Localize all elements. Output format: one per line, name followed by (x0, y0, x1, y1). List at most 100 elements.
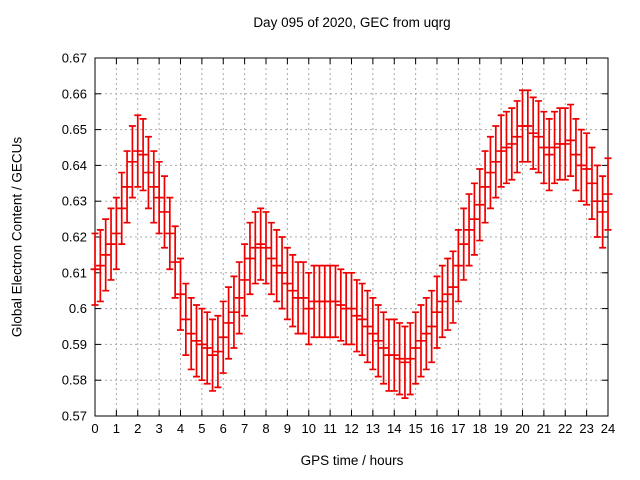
error-bar (411, 311, 421, 385)
y-tick-label: 0.65 (62, 122, 87, 137)
error-bar (149, 150, 159, 224)
error-bar (213, 314, 223, 389)
error-bar (202, 311, 212, 385)
x-tick-label: 8 (262, 421, 269, 436)
error-bar (389, 318, 399, 392)
error-bar (352, 279, 362, 353)
error-bar (523, 89, 533, 163)
x-tick-label: 10 (302, 421, 316, 436)
error-bar (347, 271, 356, 346)
error-bar (437, 264, 447, 339)
error-bar (432, 275, 442, 349)
error-bar (341, 271, 351, 346)
error-bar (373, 304, 383, 378)
error-bar (170, 225, 180, 299)
error-bar (491, 125, 501, 199)
error-bar (453, 228, 463, 303)
error-bar (592, 164, 602, 238)
error-bar (571, 118, 581, 192)
x-tick-label: 12 (344, 421, 358, 436)
error-bar (159, 175, 169, 249)
x-tick-label: 24 (601, 421, 615, 436)
error-bar (582, 132, 592, 206)
y-tick-label: 0.67 (62, 51, 87, 66)
error-bar (117, 171, 127, 246)
error-bar (197, 307, 207, 382)
error-bar (485, 135, 495, 210)
y-tick-label: 0.59 (62, 337, 87, 352)
y-tick-label: 0.61 (62, 265, 87, 280)
y-tick-label: 0.58 (62, 373, 87, 388)
error-bar (218, 300, 228, 374)
error-bar (95, 228, 105, 303)
error-bar (90, 232, 100, 306)
y-tick-label: 0.6 (69, 301, 87, 316)
error-bar (395, 322, 405, 396)
error-bar (555, 107, 565, 181)
error-bar (176, 257, 185, 331)
error-bar (154, 160, 164, 235)
error-bar (288, 254, 298, 328)
error-bar (122, 150, 132, 224)
error-bar (443, 257, 453, 331)
error-bar (507, 107, 517, 181)
error-bar (544, 118, 554, 192)
error-bar (459, 207, 469, 281)
y-tick-label: 0.62 (62, 230, 87, 245)
x-tick-label: 13 (366, 421, 380, 436)
error-bar (165, 196, 175, 271)
error-bar (550, 110, 560, 185)
chart-title: Day 095 of 2020, GEC from uqrg (253, 15, 451, 30)
error-bar (186, 297, 196, 371)
error-bar (208, 318, 218, 392)
error-bar (603, 157, 613, 231)
error-bar (282, 246, 292, 321)
error-bar (245, 221, 255, 296)
error-bar (101, 218, 111, 292)
error-bar (400, 325, 410, 399)
x-tick-label: 17 (451, 421, 465, 436)
error-bar (224, 286, 234, 360)
x-tick-label: 14 (387, 421, 401, 436)
error-bar (261, 211, 271, 285)
error-bar (539, 110, 549, 185)
x-tick-label: 16 (430, 421, 444, 436)
error-bar (448, 250, 458, 324)
error-bar (587, 146, 597, 220)
y-tick-label: 0.64 (62, 158, 87, 173)
error-bar (272, 228, 282, 303)
x-tick-label: 11 (323, 421, 337, 436)
error-bar (106, 207, 116, 281)
error-bar (416, 304, 426, 378)
error-bar (496, 114, 506, 188)
y-tick-label: 0.57 (62, 409, 87, 424)
error-bar (576, 128, 586, 203)
x-tick-label: 22 (558, 421, 572, 436)
x-tick-label: 2 (134, 421, 141, 436)
error-bar (293, 261, 303, 335)
x-tick-label: 20 (515, 421, 529, 436)
error-bar (298, 261, 308, 335)
error-bar (480, 150, 490, 224)
y-tick-label: 0.66 (62, 86, 87, 101)
error-bar (250, 211, 260, 285)
x-tick-label: 18 (473, 421, 487, 436)
x-tick-label: 7 (241, 421, 248, 436)
error-bar (469, 182, 479, 256)
x-tick-label: 23 (579, 421, 593, 436)
x-tick-label: 9 (284, 421, 291, 436)
error-bar (266, 221, 276, 296)
error-bar (379, 311, 389, 385)
x-tick-label: 4 (177, 421, 184, 436)
error-bar (256, 207, 266, 281)
error-bar (330, 264, 340, 339)
error-bar (566, 103, 576, 177)
error-bar (427, 289, 437, 364)
x-tick-label: 1 (113, 421, 120, 436)
error-bar (181, 282, 191, 356)
y-tick-label: 0.63 (62, 194, 87, 209)
error-bar (598, 175, 608, 249)
x-axis-label: GPS time / hours (300, 453, 404, 468)
